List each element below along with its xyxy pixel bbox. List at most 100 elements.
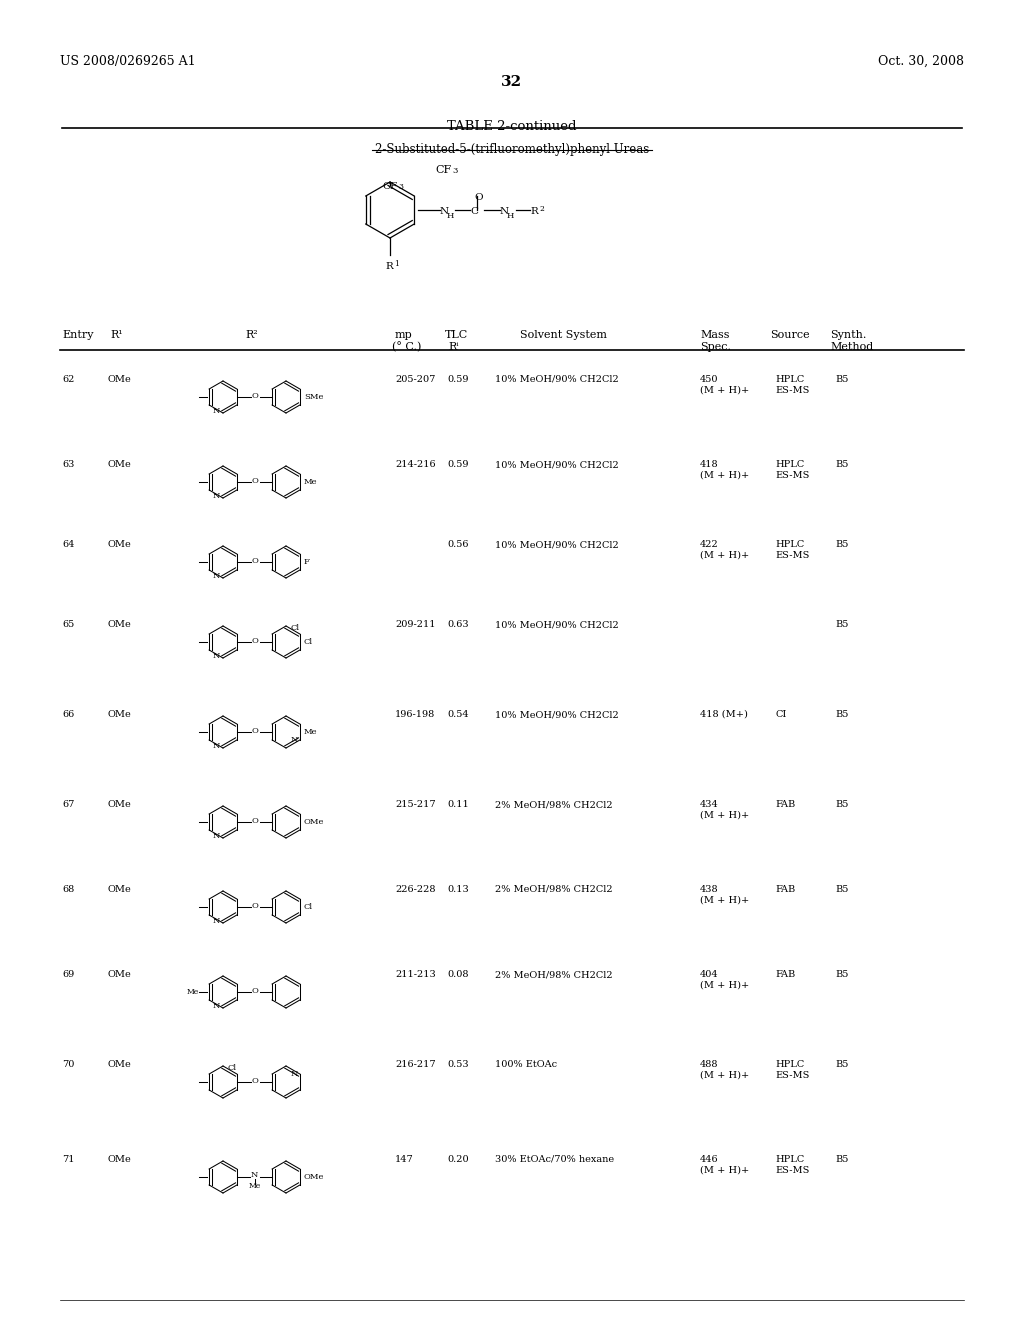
Text: 30% EtOAc/70% hexane: 30% EtOAc/70% hexane [495, 1155, 614, 1164]
Text: ES-MS: ES-MS [775, 1071, 809, 1080]
Text: 100% EtOAc: 100% EtOAc [495, 1060, 557, 1069]
Text: Entry: Entry [62, 330, 93, 341]
Text: OMe: OMe [108, 459, 132, 469]
Text: Solvent System: Solvent System [520, 330, 607, 341]
Text: 0.11: 0.11 [447, 800, 469, 809]
Text: 69: 69 [62, 970, 75, 979]
Text: 404: 404 [700, 970, 719, 979]
Text: (M + H)+: (M + H)+ [700, 1071, 750, 1080]
Text: Me: Me [186, 987, 199, 997]
Text: Cl: Cl [304, 638, 313, 645]
Text: US 2008/0269265 A1: US 2008/0269265 A1 [60, 55, 196, 69]
Text: 2: 2 [539, 205, 544, 213]
Text: O: O [251, 477, 258, 484]
Text: 3: 3 [398, 183, 403, 191]
Text: 0.54: 0.54 [447, 710, 469, 719]
Text: FAB: FAB [775, 970, 796, 979]
Text: R²: R² [245, 330, 258, 341]
Text: 418 (M+): 418 (M+) [700, 710, 748, 719]
Text: Mass: Mass [700, 330, 729, 341]
Text: HPLC: HPLC [775, 1060, 804, 1069]
Text: 2% MeOH/98% CH2Cl2: 2% MeOH/98% CH2Cl2 [495, 970, 612, 979]
Text: 450: 450 [700, 375, 719, 384]
Text: 422: 422 [700, 540, 719, 549]
Text: 214-216: 214-216 [395, 459, 435, 469]
Text: OMe: OMe [304, 818, 325, 826]
Text: (M + H)+: (M + H)+ [700, 981, 750, 990]
Text: (M + H)+: (M + H)+ [700, 471, 750, 480]
Text: B5: B5 [835, 970, 848, 979]
Text: OMe: OMe [108, 884, 132, 894]
Text: 488: 488 [700, 1060, 719, 1069]
Text: OMe: OMe [304, 1173, 325, 1181]
Text: O: O [251, 392, 258, 400]
Text: 0.53: 0.53 [447, 1060, 469, 1069]
Text: 0.08: 0.08 [447, 970, 469, 979]
Text: B5: B5 [835, 540, 848, 549]
Text: O: O [251, 817, 258, 825]
Text: O: O [474, 193, 482, 202]
Text: ES-MS: ES-MS [775, 1166, 809, 1175]
Text: 0.13: 0.13 [447, 884, 469, 894]
Text: N: N [500, 207, 509, 216]
Text: N: N [213, 491, 220, 499]
Text: N: N [291, 737, 298, 744]
Text: O: O [251, 727, 258, 735]
Text: 147: 147 [395, 1155, 414, 1164]
Text: 10% MeOH/90% CH2Cl2: 10% MeOH/90% CH2Cl2 [495, 540, 618, 549]
Text: O: O [251, 638, 258, 645]
Text: 0.59: 0.59 [447, 375, 469, 384]
Text: CI: CI [775, 710, 786, 719]
Text: TLC: TLC [445, 330, 468, 341]
Text: 434: 434 [700, 800, 719, 809]
Text: OMe: OMe [108, 375, 132, 384]
Text: N: N [213, 407, 220, 414]
Text: OMe: OMe [108, 970, 132, 979]
Text: N: N [213, 572, 220, 579]
Text: O: O [251, 557, 258, 565]
Text: 66: 66 [62, 710, 75, 719]
Text: 438: 438 [700, 884, 719, 894]
Text: 2% MeOH/98% CH2Cl2: 2% MeOH/98% CH2Cl2 [495, 800, 612, 809]
Text: B5: B5 [835, 884, 848, 894]
Text: OMe: OMe [108, 620, 132, 630]
Text: 3: 3 [452, 168, 458, 176]
Text: 205-207: 205-207 [395, 375, 435, 384]
Text: 446: 446 [700, 1155, 719, 1164]
Text: OMe: OMe [108, 710, 132, 719]
Text: HPLC: HPLC [775, 540, 804, 549]
Text: R: R [530, 207, 538, 216]
Text: Oct. 30, 2008: Oct. 30, 2008 [878, 55, 964, 69]
Text: B5: B5 [835, 375, 848, 384]
Text: Method: Method [830, 342, 873, 352]
Text: 211-213: 211-213 [395, 970, 436, 979]
Text: HPLC: HPLC [775, 375, 804, 384]
Text: B5: B5 [835, 459, 848, 469]
Text: CF: CF [382, 182, 397, 191]
Text: 0.20: 0.20 [447, 1155, 469, 1164]
Text: 65: 65 [62, 620, 75, 630]
Text: (M + H)+: (M + H)+ [700, 810, 750, 820]
Text: ES-MS: ES-MS [775, 471, 809, 480]
Text: N: N [213, 916, 220, 924]
Text: N: N [251, 1171, 258, 1179]
Text: (° C.): (° C.) [392, 342, 421, 352]
Text: Cl: Cl [291, 623, 300, 631]
Text: N: N [213, 1002, 220, 1010]
Text: 10% MeOH/90% CH2Cl2: 10% MeOH/90% CH2Cl2 [495, 620, 618, 630]
Text: Me: Me [304, 478, 317, 486]
Text: OMe: OMe [108, 1155, 132, 1164]
Text: B5: B5 [835, 800, 848, 809]
Text: Rⁱ: Rⁱ [449, 342, 459, 352]
Text: B5: B5 [835, 620, 848, 630]
Text: 0.63: 0.63 [447, 620, 469, 630]
Text: O: O [251, 902, 258, 909]
Text: N: N [213, 652, 220, 660]
Text: 215-217: 215-217 [395, 800, 435, 809]
Text: OMe: OMe [108, 1060, 132, 1069]
Text: Me: Me [304, 729, 317, 737]
Text: O: O [251, 1077, 258, 1085]
Text: 0.59: 0.59 [447, 459, 469, 469]
Text: 64: 64 [62, 540, 75, 549]
Text: 196-198: 196-198 [395, 710, 435, 719]
